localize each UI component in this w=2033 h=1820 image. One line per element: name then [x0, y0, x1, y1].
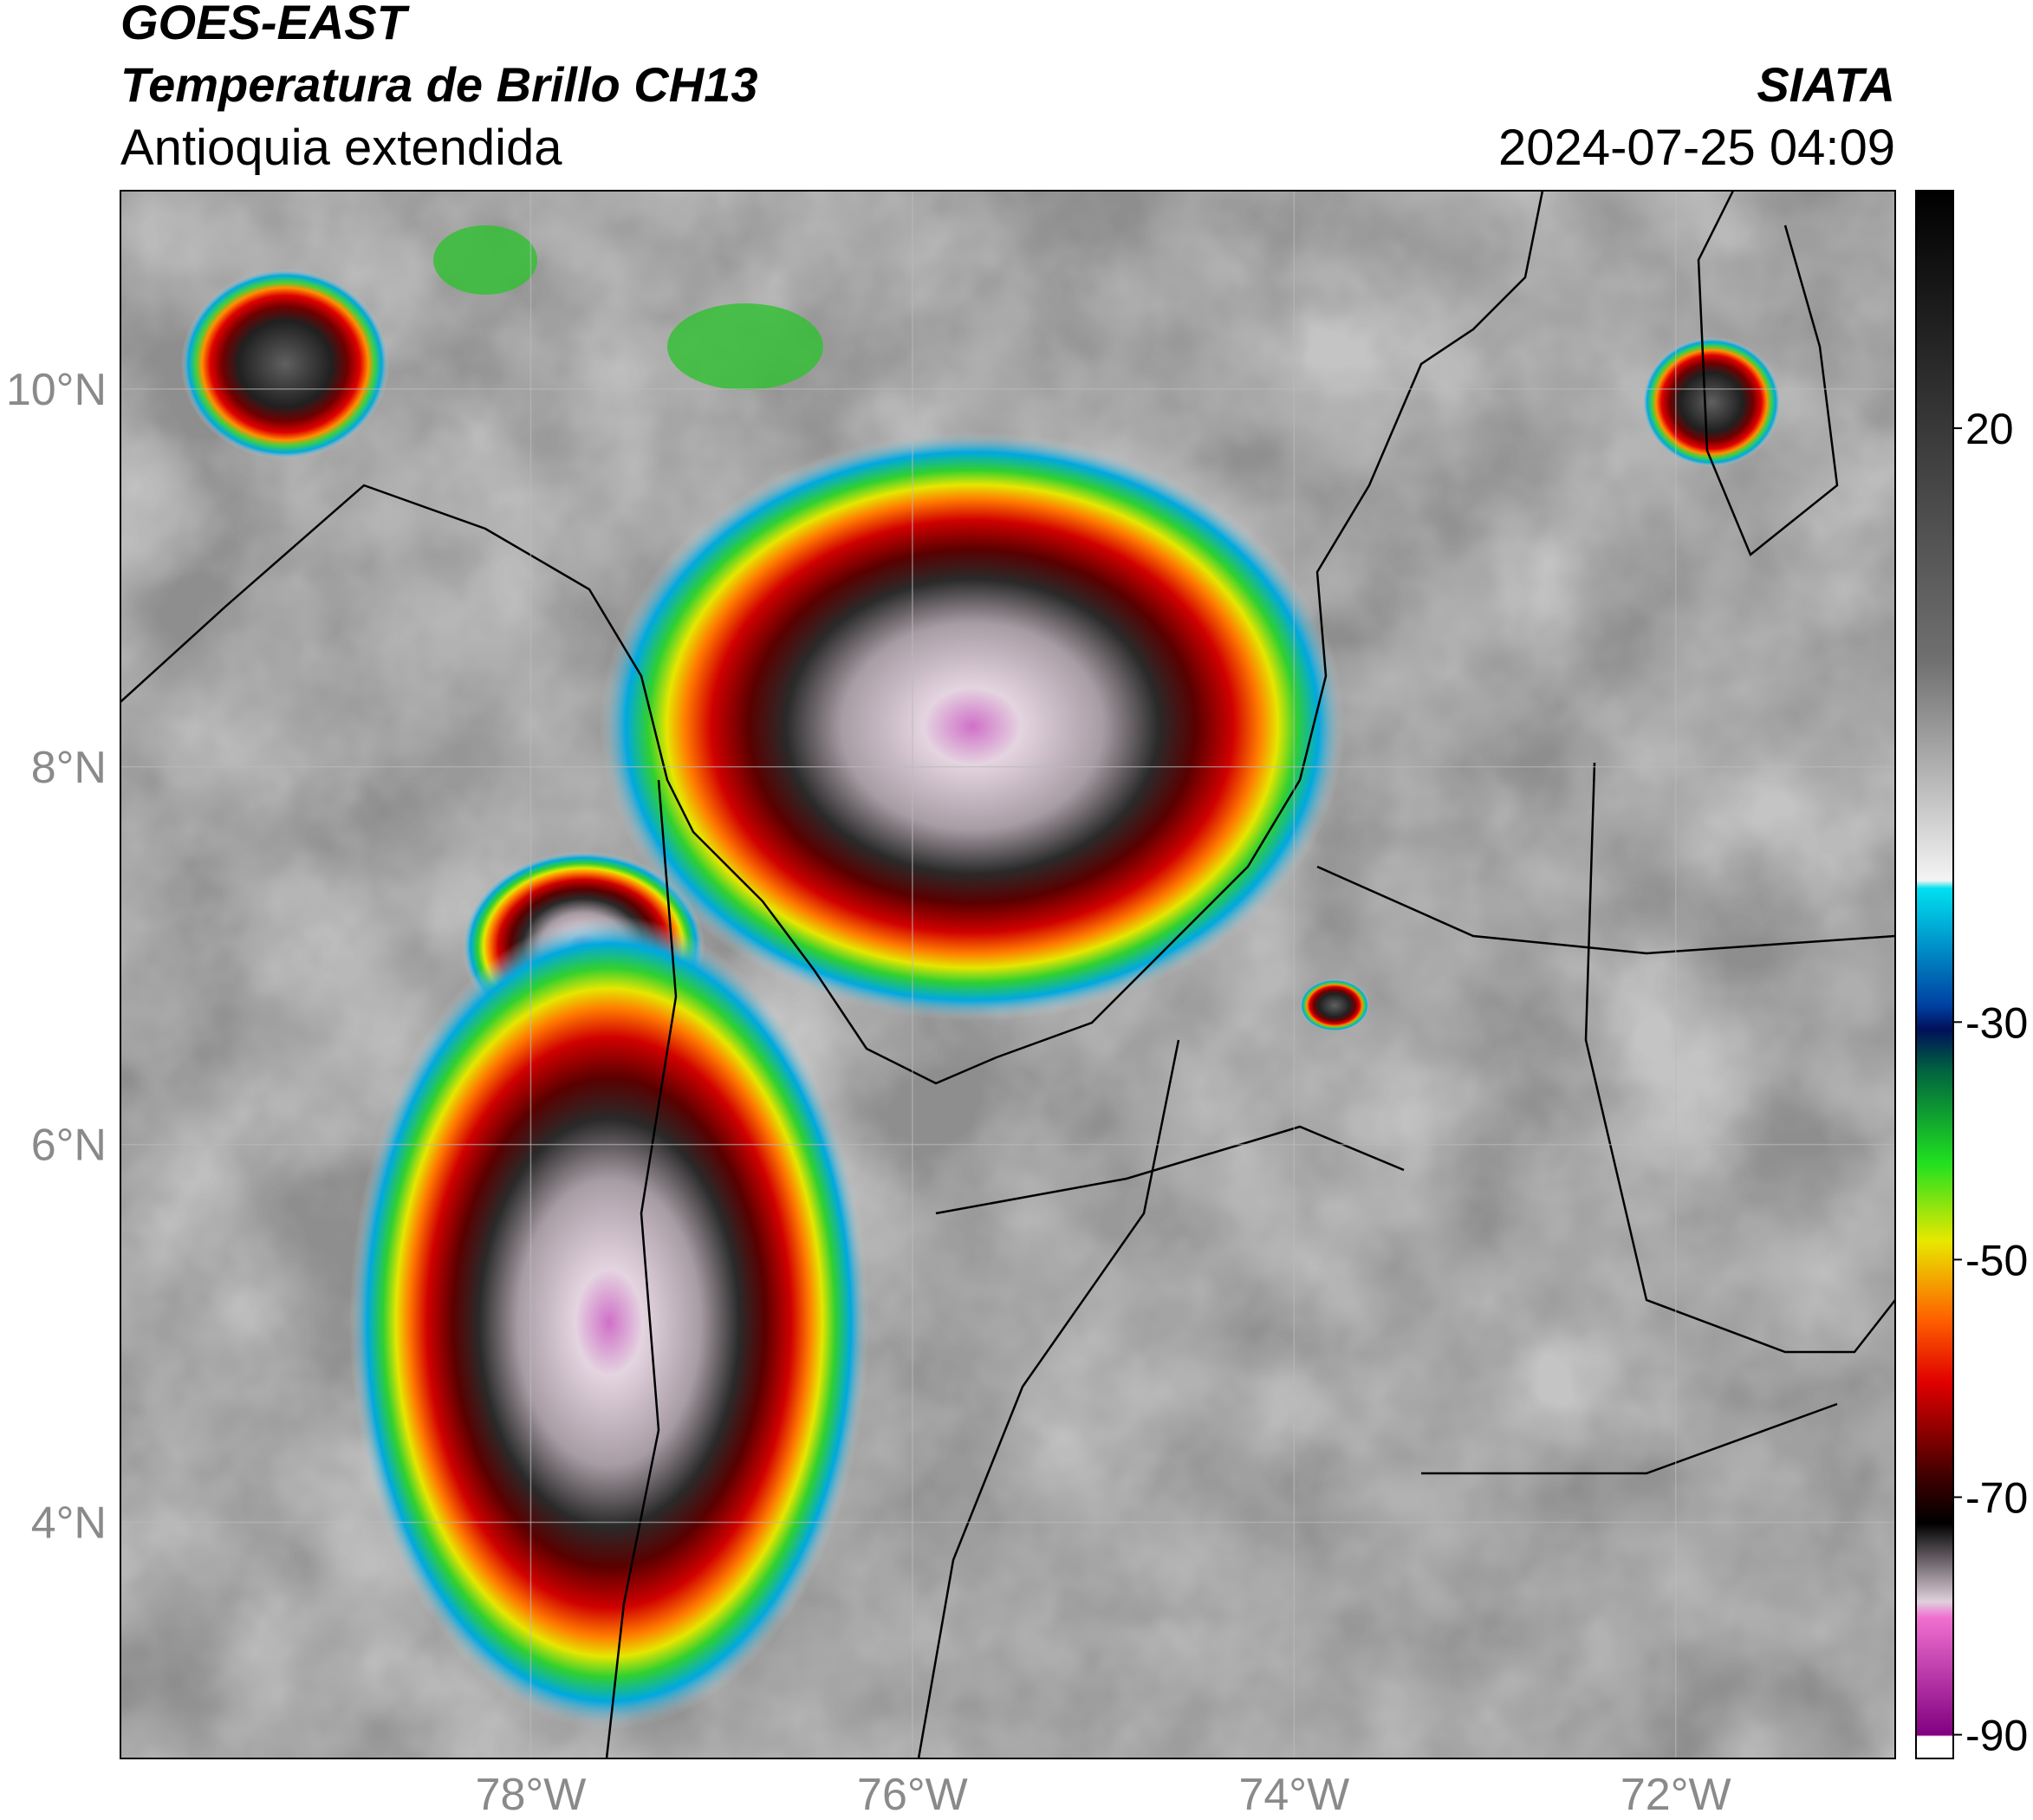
map-frame — [120, 190, 1896, 1759]
colorbar-ticks: 20 -30 -50 -70 -90 — [1953, 405, 2028, 1760]
borders — [120, 191, 1895, 1758]
border-line — [935, 1125, 1405, 1215]
x-tick-label: 74°W — [1238, 1770, 1349, 1820]
colorbar-tick-label: -30 — [1965, 998, 2028, 1047]
colorbar-tick-label: -90 — [1965, 1712, 2028, 1760]
product: Temperatura de Brillo CH13 — [120, 57, 757, 112]
satellite: GOES-EAST — [120, 0, 411, 49]
grid — [120, 191, 1895, 1758]
x-tick-label: 76°W — [857, 1770, 968, 1820]
border-line — [917, 1039, 1180, 1758]
colorbar-tick-label: -70 — [1965, 1474, 2028, 1523]
storm-north — [600, 432, 1345, 1021]
coastline — [1697, 191, 1839, 557]
storm-south — [349, 915, 869, 1730]
x-tick-label: 72°W — [1621, 1770, 1731, 1820]
colorbar — [1915, 190, 1954, 1759]
region: Antioquia extendida — [120, 120, 562, 176]
y-tick-label: 8°N — [31, 743, 107, 793]
border-line — [1316, 865, 1895, 955]
y-tick-label: 6°N — [31, 1121, 107, 1171]
border-line — [120, 191, 1544, 1085]
header: GOES-EAST Temperatura de Brillo CH13 Ant… — [120, 0, 1895, 176]
storm-cell — [1300, 979, 1369, 1031]
y-tick-label: 4°N — [31, 1498, 107, 1549]
border-line — [1584, 762, 1895, 1354]
cloud-patch — [433, 225, 537, 295]
coastline — [605, 779, 678, 1758]
colorbar-scale — [1915, 190, 1954, 1759]
border-line — [1421, 1402, 1838, 1475]
colorbar-tick-label: 20 — [1965, 405, 2014, 453]
storm-cell — [1642, 337, 1781, 467]
colorbar-tick-label: -50 — [1965, 1236, 2028, 1284]
axis-ticks: 78°W 76°W 74°W 72°W 10°N 8°N 6°N 4°N — [6, 365, 1731, 1820]
source: SIATA — [1757, 57, 1895, 112]
datetime: 2024-07-25 04:09 — [1498, 120, 1895, 176]
x-tick-label: 78°W — [476, 1770, 587, 1820]
storm-cell — [181, 269, 389, 459]
y-tick-label: 10°N — [6, 365, 107, 415]
cloud-patch — [667, 303, 823, 390]
map-imagery — [120, 191, 1895, 1758]
